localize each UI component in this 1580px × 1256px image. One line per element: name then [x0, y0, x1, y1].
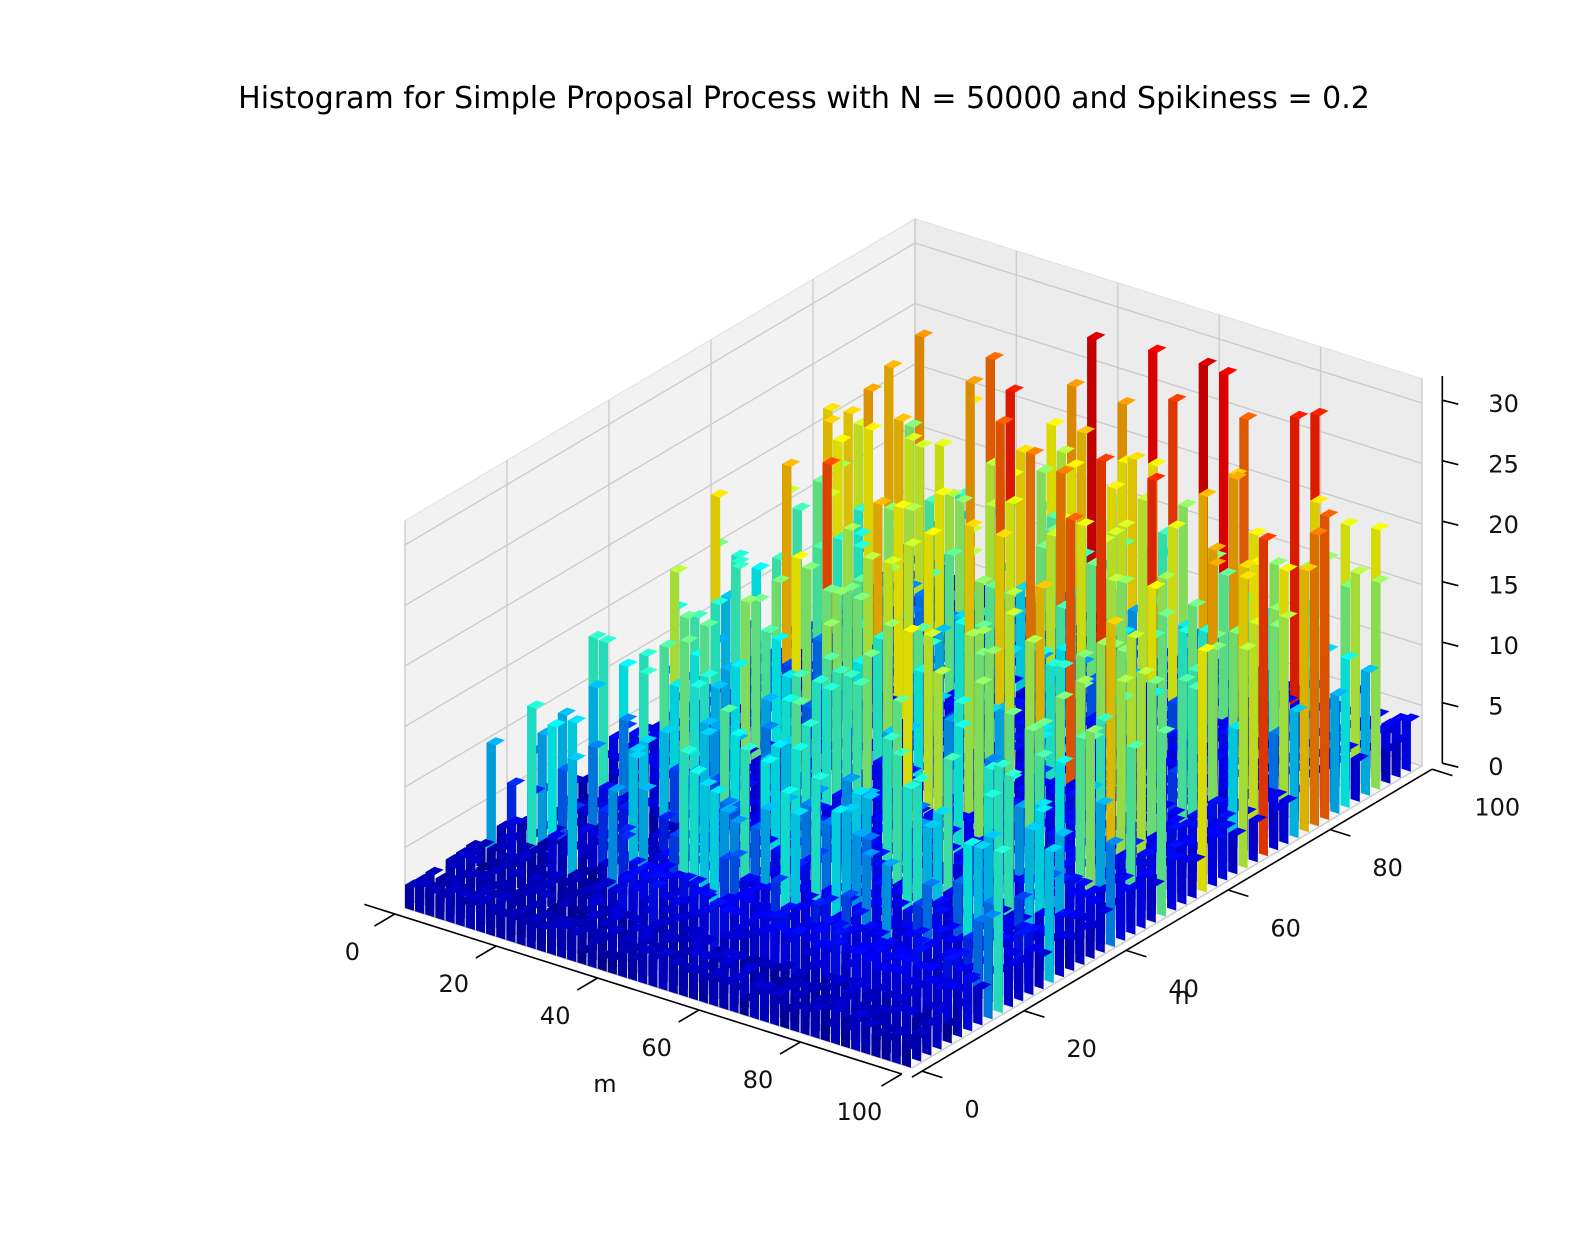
grid-line-z	[404, 242, 916, 546]
y-tick	[1023, 1010, 1045, 1018]
grid-line-x	[911, 765, 1423, 1069]
histogram-bar	[1360, 664, 1380, 796]
x-tick	[475, 945, 497, 959]
histogram-bar	[1299, 563, 1318, 833]
x-tick-label: 40	[540, 1002, 571, 1030]
histogram-bar	[1258, 532, 1278, 857]
histogram-bar	[1238, 642, 1257, 869]
grid-line-z	[914, 242, 1423, 404]
histogram-bar	[1401, 713, 1420, 772]
x-tick	[779, 1041, 801, 1055]
y-axis-label: n	[1174, 982, 1189, 1010]
x-tick-label: 60	[641, 1034, 672, 1062]
x-axis-label: m	[593, 1070, 616, 1098]
y-tick	[1431, 768, 1453, 777]
histogram-bar	[1330, 688, 1349, 814]
x-tick	[576, 977, 599, 991]
histogram-bar	[1371, 575, 1390, 790]
z-tick-label: 25	[1488, 451, 1519, 479]
histogram-bar	[1269, 802, 1288, 851]
histogram-bar	[1350, 752, 1369, 802]
y-tick-label: 0	[964, 1096, 979, 1124]
z-tick	[1442, 459, 1459, 466]
y-tick-label: 20	[1066, 1035, 1097, 1063]
grid-line-z	[404, 302, 916, 607]
z-tick	[1442, 399, 1459, 405]
z-tick-label: 30	[1488, 390, 1519, 418]
y-tick-label: 80	[1372, 854, 1403, 882]
z-tick-label: 5	[1488, 693, 1503, 721]
bars-layer	[405, 329, 1420, 1068]
x-tick-label: 80	[743, 1066, 774, 1094]
grid-line-z	[914, 302, 1423, 465]
histogram-bar	[1248, 814, 1267, 863]
x-tick-label: 100	[836, 1098, 882, 1126]
x-tick	[678, 1009, 700, 1023]
histogram-bar	[1381, 743, 1400, 784]
chart-title: Histogram for Simple Proposal Process wi…	[238, 81, 1370, 116]
y-tick	[1227, 889, 1249, 898]
z-tick-label: 15	[1488, 572, 1519, 600]
z-tick-label: 0	[1488, 753, 1503, 781]
z-tick	[1442, 580, 1459, 587]
z-tick-label: 20	[1488, 511, 1519, 539]
histogram-bar	[1290, 410, 1309, 746]
histogram-bar	[1350, 566, 1369, 793]
x-tick-label: 0	[345, 938, 360, 966]
z-tick	[1442, 520, 1459, 526]
histogram-bar	[1248, 616, 1267, 854]
x-tick-label: 20	[439, 970, 470, 998]
y-tick	[921, 1070, 943, 1079]
x-tick	[880, 1073, 903, 1087]
z-tick	[1442, 701, 1459, 708]
y-tick	[1329, 828, 1351, 837]
histogram-bar	[1279, 610, 1298, 835]
histogram-bar	[1289, 704, 1308, 839]
histogram-bar	[1218, 568, 1238, 761]
histogram-bar	[1309, 527, 1329, 827]
y-tick-label: 100	[1474, 794, 1520, 822]
z-tick	[1442, 641, 1459, 647]
z-tick-label: 10	[1488, 632, 1519, 660]
z-tick	[1442, 762, 1459, 768]
y-tick-label: 60	[1270, 914, 1301, 942]
x-tick	[373, 913, 396, 927]
histogram-bar	[1320, 509, 1339, 820]
y-tick	[1125, 949, 1147, 958]
